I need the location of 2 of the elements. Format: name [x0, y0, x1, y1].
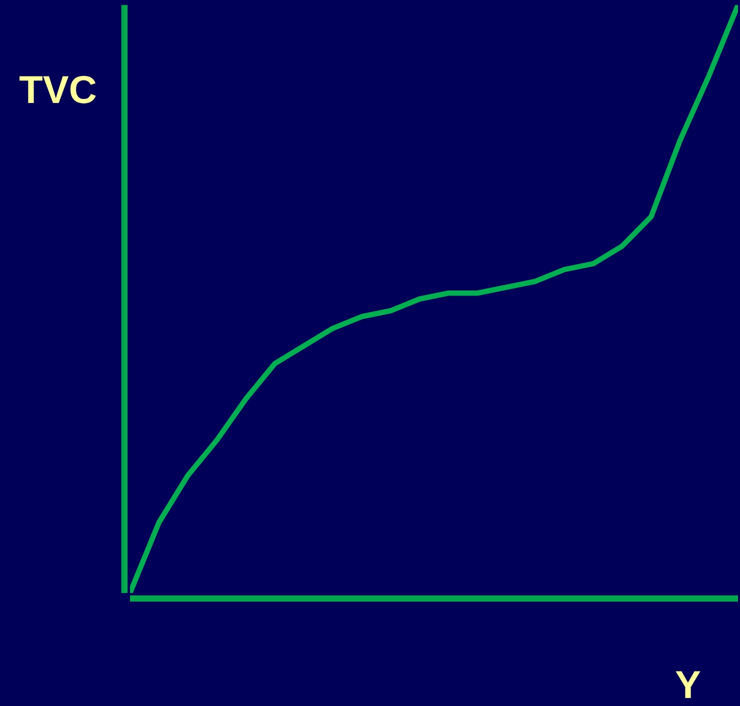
- x-axis-title: Y: [676, 671, 700, 698]
- y-axis-title: TVC: [20, 76, 96, 104]
